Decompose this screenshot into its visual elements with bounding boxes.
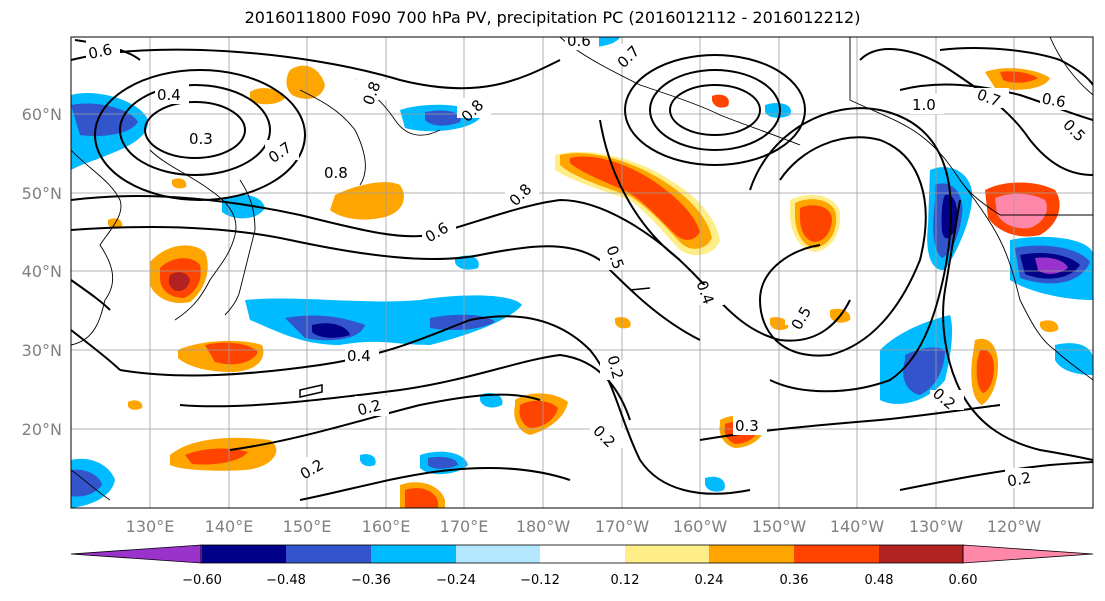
colorbar-tick-label: 0.48 bbox=[865, 573, 894, 588]
contour-label: 0.6 bbox=[1040, 90, 1067, 112]
lat-tick-label: 30°N bbox=[22, 341, 62, 360]
contour-label: 0.2 bbox=[603, 353, 627, 381]
colorbar-extend-low bbox=[70, 544, 202, 564]
precip-shading bbox=[71, 37, 1093, 508]
colorbar-swatch bbox=[794, 545, 879, 563]
colorbar-swatch bbox=[202, 545, 286, 563]
lon-tick-label: 140°W bbox=[830, 517, 885, 536]
colorbar-tick-label: −0.24 bbox=[436, 573, 476, 588]
lon-tick-label: 160°E bbox=[362, 517, 411, 536]
lon-tick-label: 130°W bbox=[909, 517, 964, 536]
lon-tick-label: 180°W bbox=[516, 517, 571, 536]
lat-tick-label: 50°N bbox=[22, 184, 62, 203]
lon-tick-label: 170°E bbox=[440, 517, 489, 536]
contour-label: 0.3 bbox=[189, 130, 213, 148]
contour-label: 0.2 bbox=[355, 396, 383, 420]
lon-tick-labels: 130°E 140°E 150°E 160°E 170°E 180°W 170°… bbox=[126, 517, 1042, 536]
figure-title: 2016011800 F090 700 hPa PV, precipitatio… bbox=[244, 8, 861, 27]
contour-label: 0.3 bbox=[735, 417, 759, 435]
colorbar-tick-labels: −0.60 −0.48 −0.36 −0.24 −0.12 0.12 0.24 … bbox=[182, 573, 977, 588]
lat-tick-labels: 60°N 50°N 40°N 30°N 20°N bbox=[22, 105, 62, 439]
contour-label: 0.8 bbox=[324, 164, 348, 182]
contour-label: 0.4 bbox=[157, 86, 181, 104]
contour-label: 0.6 bbox=[87, 40, 114, 63]
colorbar-tick-label: 0.24 bbox=[695, 573, 724, 588]
colorbar-swatch bbox=[201, 545, 202, 563]
colorbar-tick-label: −0.60 bbox=[182, 573, 222, 588]
pv-contours bbox=[71, 39, 1093, 501]
colorbar-tick-label: −0.48 bbox=[266, 573, 306, 588]
lon-tick-label: 150°W bbox=[752, 517, 807, 536]
colorbar bbox=[70, 544, 1094, 564]
colorbar-extend-high bbox=[962, 544, 1094, 564]
lon-tick-label: 170°W bbox=[595, 517, 650, 536]
graticule bbox=[71, 37, 1093, 508]
lon-tick-label: 130°E bbox=[126, 517, 175, 536]
colorbar-swatch bbox=[371, 545, 456, 563]
contour-label: 1.0 bbox=[912, 96, 936, 114]
colorbar-tick-label: 0.60 bbox=[949, 573, 978, 588]
colorbar-swatch bbox=[625, 545, 709, 563]
colorbar-swatch bbox=[456, 545, 540, 563]
lon-tick-label: 150°E bbox=[283, 517, 332, 536]
lon-tick-label: 140°E bbox=[205, 517, 254, 536]
lat-tick-label: 20°N bbox=[22, 420, 62, 439]
colorbar-swatch bbox=[879, 545, 963, 563]
lon-tick-label: 120°W bbox=[987, 517, 1042, 536]
map-frame bbox=[70, 36, 1094, 509]
colorbar-tick-label: −0.12 bbox=[520, 573, 560, 588]
colorbar-tick-label: 0.36 bbox=[780, 573, 809, 588]
colorbar-outline bbox=[200, 544, 964, 564]
contour-label: 0.4 bbox=[347, 347, 371, 365]
contour-label: 0.2 bbox=[1006, 469, 1033, 491]
map-area bbox=[71, 37, 1093, 508]
colorbar-tick-label: 0.12 bbox=[611, 573, 640, 588]
contour-labels: 0.6 0.4 0.3 0.7 0.8 0.8 0.8 0.8 0.6 0.5 … bbox=[86, 32, 1093, 491]
lat-tick-label: 60°N bbox=[22, 105, 62, 124]
lon-tick-label: 160°W bbox=[673, 517, 728, 536]
colorbar-swatch bbox=[709, 545, 794, 563]
colorbar-tick-label: −0.36 bbox=[351, 573, 391, 588]
contour-label: 0.6 bbox=[567, 32, 591, 50]
colorbar-swatch bbox=[286, 545, 371, 563]
lat-tick-label: 40°N bbox=[22, 262, 62, 281]
colorbar-swatch bbox=[540, 545, 625, 563]
